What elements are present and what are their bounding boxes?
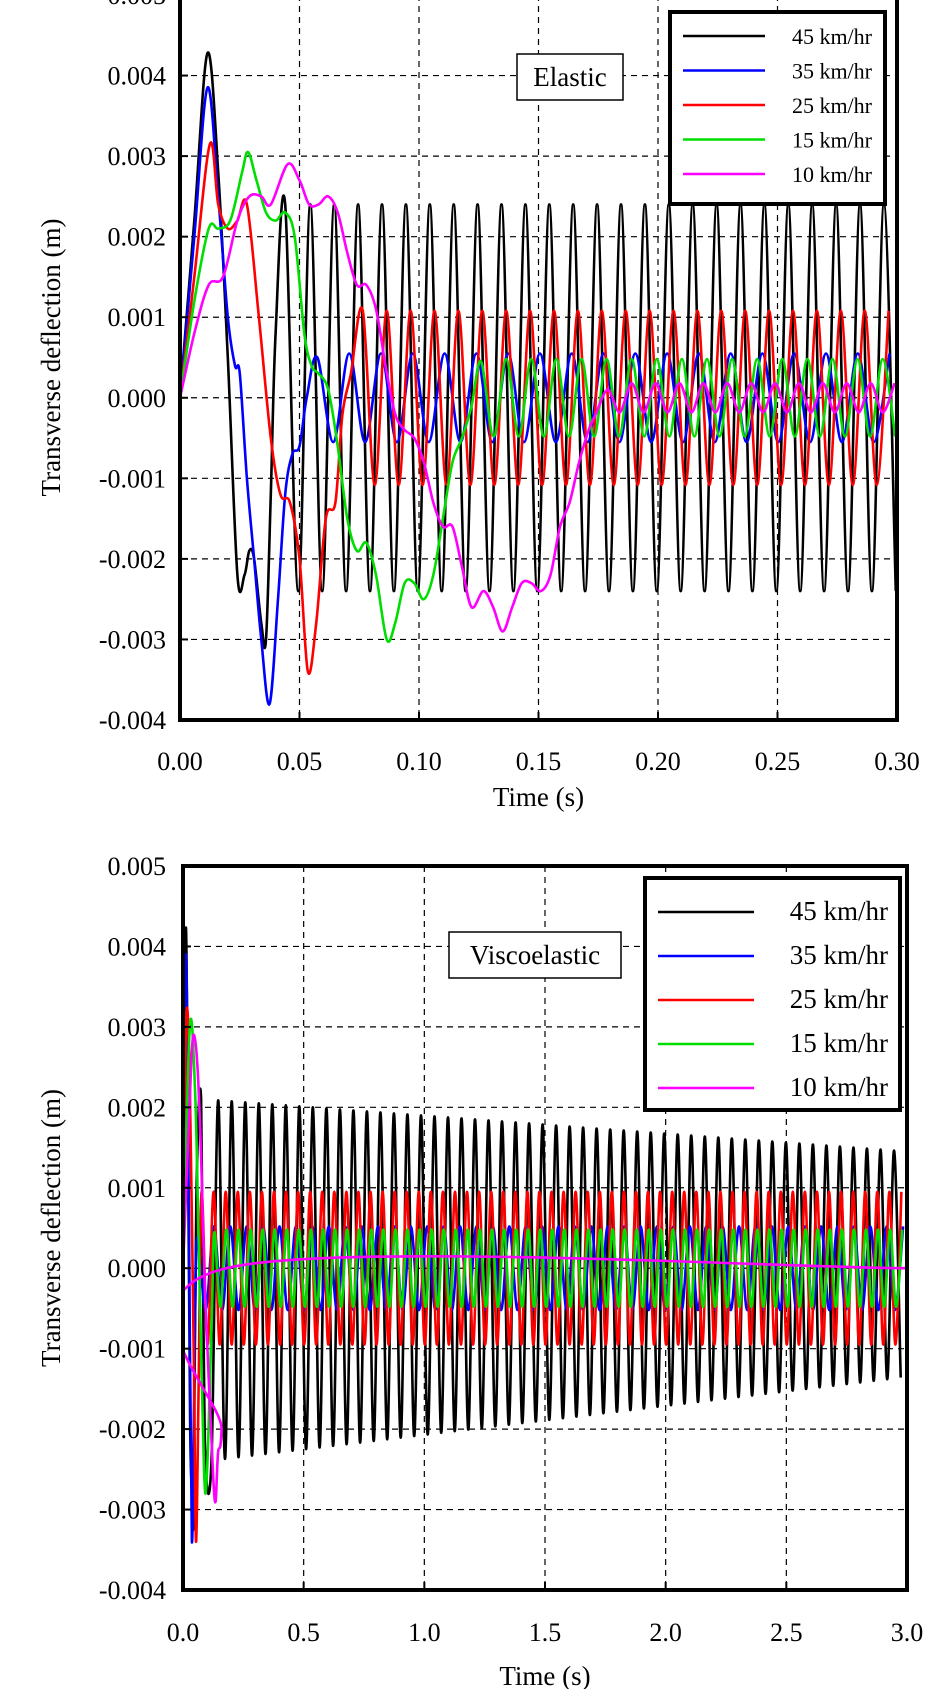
x-tick-label: 1.5	[529, 1618, 562, 1647]
y-tick-label: -0.003	[99, 1496, 166, 1525]
series-line-25-km-hr	[180, 141, 890, 675]
annotation-box	[448, 931, 622, 979]
y-tick-label: 0.005	[108, 0, 167, 10]
series-line-10-km-hr	[180, 162, 896, 633]
x-tick-label: 0.30	[874, 747, 920, 776]
annotation-label: Elastic	[533, 62, 606, 92]
legend-label: 45 km/hr	[792, 24, 873, 49]
x-tick-label: 0.00	[157, 747, 203, 776]
legend-label: 25 km/hr	[792, 93, 873, 118]
series-line-45-km-hr	[180, 51, 897, 650]
legend-label: 35 km/hr	[792, 59, 873, 84]
y-tick-label: 0.003	[108, 1013, 167, 1042]
y-tick-label: -0.001	[99, 464, 166, 493]
y-tick-label: 0.003	[108, 142, 167, 171]
x-tick-label: 3.0	[891, 1618, 924, 1647]
y-tick-label: -0.004	[99, 1576, 166, 1605]
elastic-chart: 0.00 0.05 0.10 0.15 0.20 0.25 0.30 -0.004 -0.003…	[36, 0, 920, 812]
series-line-45-km-hr	[183, 926, 902, 1531]
series-group	[180, 51, 897, 706]
y-axis-title: Transverse deflection (m)	[36, 1089, 66, 1367]
x-tick-label: 0.0	[167, 1618, 200, 1647]
series-line-15-km-hr	[180, 150, 897, 643]
x-tick-label: 0.15	[516, 747, 562, 776]
legend-label: 35 km/hr	[790, 940, 888, 970]
y-tick-label: -0.002	[99, 545, 166, 574]
legend-label: 15 km/hr	[792, 128, 873, 153]
x-tick-label: 0.25	[755, 747, 801, 776]
x-tick-label: 0.20	[635, 747, 681, 776]
x-tick-label: 2.0	[649, 1618, 682, 1647]
x-tick-label: 0.10	[396, 747, 442, 776]
legend-label: 45 km/hr	[790, 896, 888, 926]
viscoelastic-chart: 0.0 0.5 1.0 1.5 2.0 2.5 3.0 -0.004 -0.003 -0.002 -…	[36, 852, 923, 1689]
x-tick-label: 2.5	[770, 1618, 803, 1647]
series-group	[183, 926, 907, 1544]
y-tick-label: 0.001	[108, 303, 167, 332]
y-tick-label: -0.001	[99, 1335, 166, 1364]
y-tick-label: 0.004	[108, 932, 167, 961]
x-axis-title: Time (s)	[493, 782, 584, 812]
y-tick-label: 0.000	[108, 1254, 167, 1283]
annotation-label: Viscoelastic	[470, 940, 600, 970]
y-tick-label: -0.003	[99, 625, 166, 654]
y-tick-label: 0.001	[108, 1174, 167, 1203]
y-tick-label: 0.004	[108, 62, 167, 91]
legend-label: 15 km/hr	[790, 1028, 888, 1058]
x-tick-label: 0.5	[287, 1618, 320, 1647]
x-tick-label: 1.0	[408, 1618, 441, 1647]
y-tick-label: -0.004	[99, 706, 166, 735]
legend-label: 10 km/hr	[790, 1072, 888, 1102]
legend-box	[668, 10, 887, 206]
series-line-15-km-hr	[183, 1017, 904, 1495]
legend-box	[643, 876, 902, 1112]
legend-label: 25 km/hr	[790, 984, 888, 1014]
y-tick-label: 0.002	[108, 1093, 167, 1122]
y-axis-title: Transverse deflection (m)	[36, 219, 66, 497]
y-tick-label: -0.002	[99, 1415, 166, 1444]
y-tick-label: 0.000	[108, 384, 167, 413]
x-axis-title: Time (s)	[499, 1661, 590, 1689]
annotation-box	[516, 53, 624, 101]
y-tick-label: 0.005	[108, 852, 167, 881]
x-tick-label: 0.05	[277, 747, 323, 776]
y-tick-label: 0.002	[108, 223, 167, 252]
legend-label: 10 km/hr	[792, 162, 873, 187]
series-line-10-km-hr	[183, 1033, 907, 1504]
